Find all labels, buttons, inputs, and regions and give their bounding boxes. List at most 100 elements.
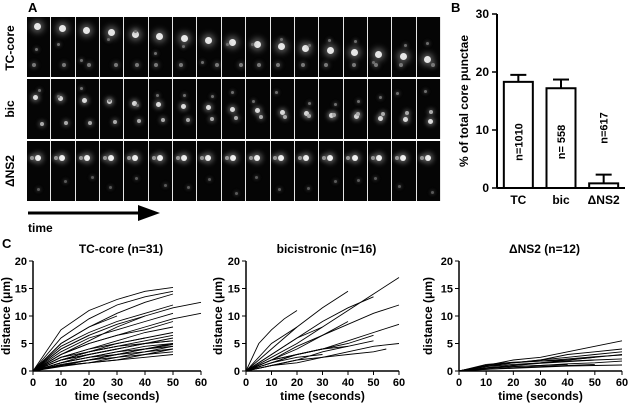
micrograph-frame <box>392 17 417 77</box>
punctum <box>402 117 408 122</box>
x-tick-label: 30 <box>111 377 123 389</box>
punctum <box>252 99 256 103</box>
punctum <box>154 51 158 55</box>
punctum <box>108 154 114 161</box>
punctum <box>251 42 255 46</box>
punctum <box>107 28 115 36</box>
punctum <box>204 36 212 44</box>
y-axis-label: distance (μm) <box>422 277 435 355</box>
micrograph-frame <box>27 79 52 139</box>
punctum <box>156 102 162 107</box>
punctum <box>156 154 163 161</box>
punctum <box>200 155 205 160</box>
punctum <box>399 53 407 61</box>
punctum <box>378 115 384 121</box>
micrograph-strip-tc-core <box>27 17 441 77</box>
x-tick-label: 10 <box>265 377 277 389</box>
x-tick-label: 20 <box>83 377 95 389</box>
micrograph-frame <box>416 141 441 201</box>
category-label: ΔNS2 <box>588 193 620 207</box>
micrograph-frame <box>392 141 417 201</box>
punctum <box>61 63 66 67</box>
punctum <box>175 155 180 160</box>
micrograph-frame <box>197 79 222 139</box>
x-tick-label: 60 <box>393 377 405 389</box>
punctum <box>374 176 378 180</box>
punctum <box>351 154 358 161</box>
punctum <box>334 103 338 107</box>
micrograph-frame <box>100 17 125 77</box>
punctum <box>210 116 215 121</box>
punctum <box>214 63 219 67</box>
micrograph-frame <box>221 141 247 201</box>
punctum <box>354 40 358 44</box>
punctum <box>327 39 331 43</box>
punctum <box>427 118 433 124</box>
trajectory-line <box>245 348 323 372</box>
punctum <box>277 43 285 51</box>
punctum <box>326 47 334 55</box>
punctum <box>229 39 237 46</box>
punctum <box>151 155 156 160</box>
micrograph-frame <box>343 141 368 201</box>
micrograph-frame <box>148 79 174 139</box>
punctum <box>35 47 39 51</box>
micrograph-frame <box>75 141 101 201</box>
y-tick-label: 10 <box>15 311 27 323</box>
micrograph-frame <box>392 79 417 139</box>
micrograph-frame <box>270 79 295 139</box>
trajectory-line <box>245 310 298 372</box>
punctum <box>102 155 107 160</box>
punctum <box>34 154 41 161</box>
trajectory-line <box>32 293 174 372</box>
bar-count-label: n=617 <box>599 112 611 144</box>
row-label-tc-core: TC-core <box>3 25 17 71</box>
y-tick-label: 30 <box>476 7 490 21</box>
trajectory-line <box>32 290 174 372</box>
trajectory-line <box>32 340 174 372</box>
x-tick-label: 0 <box>30 377 36 389</box>
punctum <box>324 63 329 67</box>
x-tick-label: 60 <box>195 377 207 389</box>
punctum <box>90 175 94 179</box>
row-label-dns2: ΔNS2 <box>3 155 17 187</box>
punctum <box>114 63 119 67</box>
punctum <box>374 63 379 67</box>
punctum <box>153 63 158 67</box>
micrograph-frame <box>319 141 344 201</box>
punctum <box>404 44 408 48</box>
punctum <box>254 108 260 113</box>
trajectory-line <box>32 354 174 372</box>
punctum <box>80 87 84 91</box>
punctum <box>63 121 68 126</box>
micrograph-frame <box>294 141 320 201</box>
trajectory-line <box>32 343 90 372</box>
trajectory-line <box>245 326 298 372</box>
y-tick-label: 15 <box>228 284 240 296</box>
bar <box>502 80 534 189</box>
y-tick-label: 5 <box>21 339 27 351</box>
trajectory-line <box>458 364 623 372</box>
punctum <box>238 63 243 67</box>
punctum <box>328 112 334 118</box>
x-tick-label: 50 <box>167 377 179 389</box>
trajectory-chart-bicistronic: bicistronic (n=16) 0 5 10 15 20 0 10 20 30 40 50 60 t… <box>212 242 405 403</box>
punctum <box>357 99 361 103</box>
micrograph-frame <box>416 79 441 139</box>
punctum <box>29 155 34 160</box>
punctum <box>370 155 375 160</box>
x-tick-label: 60 <box>616 377 628 389</box>
punctum <box>205 154 212 161</box>
trajectory-line <box>458 356 595 372</box>
punctum <box>380 111 385 116</box>
punctum <box>301 63 306 67</box>
micrograph-frame <box>75 79 101 139</box>
micrograph-frame <box>51 141 76 201</box>
punctum <box>64 180 68 184</box>
micrograph-frame <box>319 79 344 139</box>
punctum <box>257 63 262 67</box>
micrograph-frame <box>367 17 393 77</box>
punctum <box>307 101 311 105</box>
punctum <box>254 154 261 161</box>
punctum <box>419 155 424 160</box>
